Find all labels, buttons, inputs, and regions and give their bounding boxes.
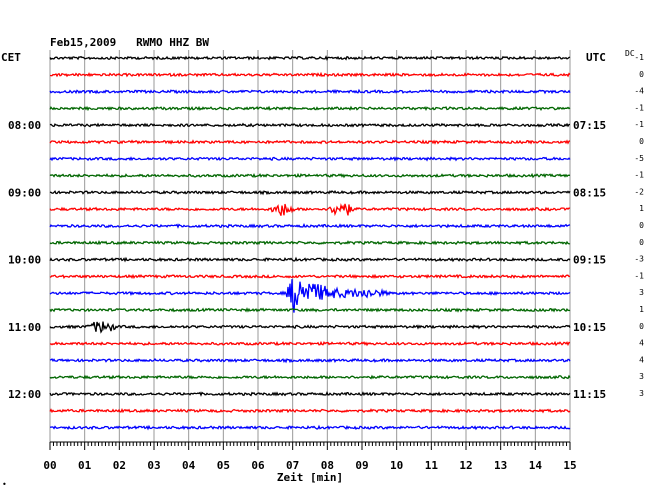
dc-offset-label: -1 bbox=[634, 120, 644, 129]
trace-line bbox=[49, 256, 571, 263]
chart-title: Feb15,2009 RWMO HHZ BW bbox=[50, 36, 209, 49]
dc-offset-label: 3 bbox=[639, 389, 644, 398]
cet-label: 08:00 bbox=[8, 119, 41, 132]
corner-mark: • bbox=[2, 480, 7, 489]
trace-line bbox=[49, 391, 571, 397]
dc-offset-label: 0 bbox=[639, 70, 644, 79]
trace-line bbox=[49, 424, 571, 431]
x-tick-label: 06 bbox=[251, 459, 265, 472]
x-tick-label: 09 bbox=[355, 459, 368, 472]
dc-offset-labels: -1 0 -4 -1 -1 0 -5 -1 -2 1 0 0 -3 -1 3 1 0 4 4 3 3 bbox=[634, 53, 644, 398]
dc-offset-label: 1 bbox=[639, 305, 644, 314]
trace-line bbox=[49, 88, 571, 95]
trace-line bbox=[49, 189, 571, 196]
dc-offset-label: 0 bbox=[639, 238, 644, 247]
trace-line bbox=[49, 273, 571, 280]
x-axis-title: Zeit [min] bbox=[277, 471, 343, 484]
dc-offset-label: -3 bbox=[634, 255, 644, 264]
utc-label: 10:15 bbox=[573, 321, 606, 334]
dc-header: DC bbox=[625, 49, 635, 58]
trace-line bbox=[49, 202, 571, 217]
trace-line bbox=[49, 357, 571, 364]
utc-header: UTC bbox=[586, 51, 606, 64]
trace-line bbox=[49, 340, 571, 347]
trace-line bbox=[49, 55, 571, 61]
dc-offset-label: -1 bbox=[634, 271, 644, 280]
utc-label: 08:15 bbox=[573, 186, 606, 199]
dc-offset-label: 0 bbox=[639, 322, 644, 331]
x-axis-ticks bbox=[49, 442, 571, 450]
x-tick-label: 02 bbox=[113, 459, 126, 472]
x-tick-label: 04 bbox=[182, 459, 196, 472]
x-tick-label: 12 bbox=[459, 459, 472, 472]
dc-offset-label: 0 bbox=[639, 137, 644, 146]
dc-offset-label: 1 bbox=[639, 204, 644, 213]
dc-offset-label: 4 bbox=[639, 339, 644, 348]
trace-line bbox=[49, 307, 571, 313]
x-tick-label: 07 bbox=[286, 459, 299, 472]
dc-offset-label: 3 bbox=[639, 372, 644, 381]
dc-offset-label: -1 bbox=[634, 171, 644, 180]
cet-time-labels: 08:00 09:00 10:00 11:00 12:00 bbox=[8, 119, 41, 401]
dc-offset-label: -2 bbox=[634, 187, 644, 196]
dc-offset-label: -5 bbox=[634, 154, 644, 163]
dc-offset-label: 0 bbox=[639, 221, 644, 230]
trace-line bbox=[49, 139, 571, 145]
trace-line bbox=[49, 156, 571, 162]
dc-offset-label: 4 bbox=[639, 355, 644, 364]
trace-line bbox=[49, 105, 571, 112]
dc-offset-label: 3 bbox=[639, 288, 644, 297]
trace-line bbox=[49, 321, 571, 334]
cet-header: CET bbox=[1, 51, 21, 64]
trace-line bbox=[49, 279, 571, 313]
cet-label: 10:00 bbox=[8, 254, 41, 267]
trace-line bbox=[49, 374, 571, 380]
cet-label: 09:00 bbox=[8, 186, 41, 199]
x-tick-label: 11 bbox=[425, 459, 439, 472]
x-tick-label: 00 bbox=[43, 459, 56, 472]
dc-offset-label: -4 bbox=[634, 87, 644, 96]
x-tick-label: 15 bbox=[563, 459, 576, 472]
trace-line bbox=[49, 122, 570, 128]
cet-label: 12:00 bbox=[8, 388, 41, 401]
dc-offset-label: -1 bbox=[634, 103, 644, 112]
x-tick-label: 08 bbox=[321, 459, 334, 472]
dc-offset-label: -1 bbox=[634, 53, 644, 62]
trace-line bbox=[49, 71, 571, 78]
cet-label: 11:00 bbox=[8, 321, 41, 334]
x-tick-label: 14 bbox=[529, 459, 543, 472]
utc-label: 11:15 bbox=[573, 388, 606, 401]
x-tick-label: 05 bbox=[217, 459, 230, 472]
trace-line bbox=[49, 223, 571, 229]
x-tick-label: 01 bbox=[78, 459, 92, 472]
x-tick-label: 10 bbox=[390, 459, 403, 472]
trace-line bbox=[49, 408, 571, 414]
trace-lines bbox=[49, 55, 571, 431]
utc-label: 09:15 bbox=[573, 254, 606, 267]
x-tick-labels: 00 01 02 03 04 05 06 07 08 09 10 11 12 13 14 15 bbox=[43, 459, 576, 472]
trace-line bbox=[49, 172, 571, 179]
utc-label: 07:15 bbox=[573, 119, 606, 132]
utc-time-labels: 07:15 08:15 09:15 10:15 11:15 bbox=[573, 119, 606, 401]
x-tick-label: 13 bbox=[494, 459, 507, 472]
trace-line bbox=[49, 240, 571, 246]
x-tick-label: 03 bbox=[147, 459, 160, 472]
